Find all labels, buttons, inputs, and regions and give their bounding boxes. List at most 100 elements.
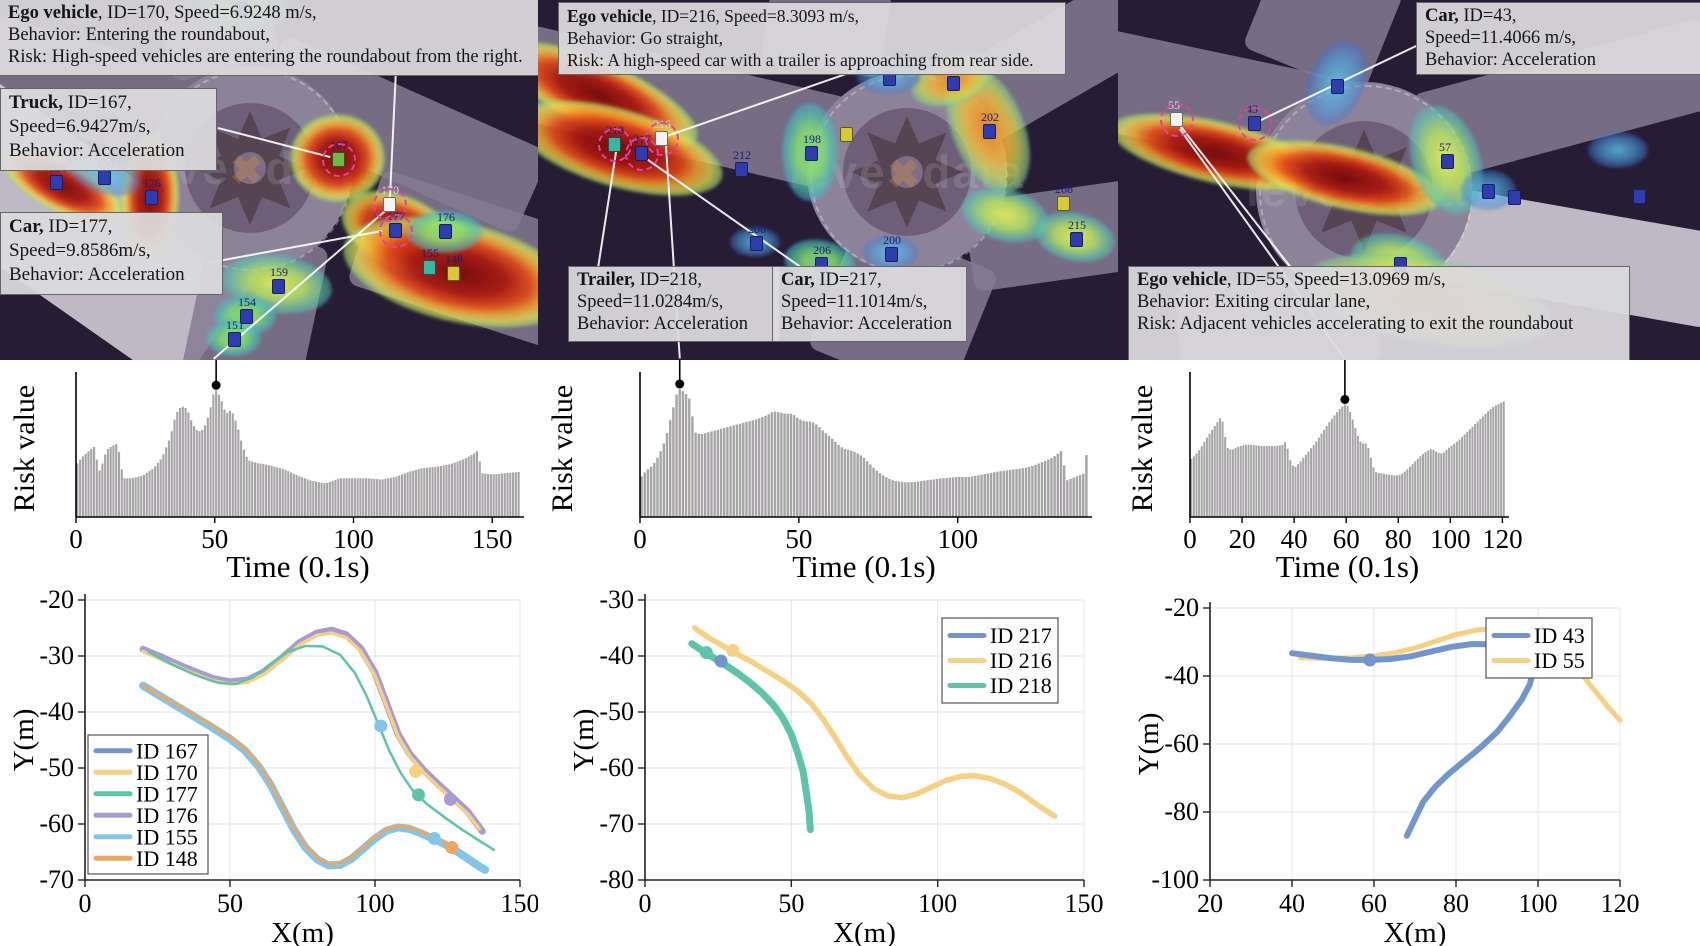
risk-bar [757,418,761,517]
risk-bar [853,451,856,517]
risk-bar [203,425,207,517]
risk-bar [751,420,755,517]
trajectory-id-177 [147,644,496,852]
vehicle-id-label: 208 [1055,182,1073,196]
trajectory-position-marker [412,788,425,802]
risk-chart-left: 0 50 100 150 Time (0.1s) Risk value [0,360,538,585]
vehicle-marker: 150 [96,156,114,185]
heat-blob [1588,132,1648,168]
risk-bar [142,474,146,517]
risk-bar [195,429,198,517]
risk-bar [240,440,243,517]
risk-bar [729,426,732,517]
risk-bar [145,472,148,517]
risk-bar [1050,457,1053,517]
risk-bar [131,477,134,517]
risk-bar [1401,473,1404,517]
risk-bar [417,469,420,517]
vehicle-marker: 164 [48,161,66,190]
risk-bar [115,444,118,517]
annotation-rest: , ID=55, Speed=13.0969 m/s, [1226,270,1446,290]
risk-bar [977,475,980,517]
risk-bar [137,476,140,517]
risk-bar [437,466,440,517]
risk-bar [1192,456,1195,517]
vehicle-id-label: 212 [733,148,751,162]
risk-bar [1325,426,1328,517]
risk-bar [509,472,512,517]
risk-bar [159,459,162,517]
risk-bar [309,480,312,517]
risk-bar [1408,466,1411,517]
risk-bar [700,434,704,517]
risk-bar [767,414,770,517]
vehicle-marker: 215 [1068,218,1086,247]
risk-bar [512,472,515,517]
x-tick-label: 20 [1229,524,1256,554]
risk-bar [1255,445,1258,517]
risk-bar [1479,418,1482,517]
vehicle-id-label: 200 [748,222,766,236]
risk-bar [745,421,748,517]
risk-bar [1388,474,1391,517]
risk-bar [423,467,426,517]
risk-bar [231,413,234,517]
annotation-line: Behavior: Go straight, [567,28,724,48]
risk-bar [799,419,802,517]
risk-bar [1382,473,1385,517]
legend-box [87,734,209,875]
risk-bar [678,388,681,517]
risk-bar [1034,464,1037,517]
trajectory-position-marker [443,792,457,806]
risk-bar [1037,463,1040,517]
risk-bar [850,450,853,517]
annotation-line: Risk: High-speed vehicles are entering t… [8,47,523,67]
risk-bar [764,415,767,517]
annotation-box-ego-170: Ego vehicle, ID=170, Speed=6.9248 m/s, B… [0,0,538,76]
risk-bar [926,480,929,517]
risk-bar [181,406,184,517]
trajectory-position-marker [374,719,388,733]
risk-bar [1484,413,1487,517]
annotation-line: Ego vehicle, ID=216, Speed=8.3093 m/s, [567,5,1057,27]
annotation-rest: ID=167, [63,92,132,113]
risk-bar [891,480,894,517]
annotation-line: Behavior: Acceleration [781,314,953,334]
trajectory-svg-middle: 0 50 100 150 -80 -70 -60 -50 -40 -30 X(m) Y(m) ID 21… [568,585,1104,946]
risk-bar [1432,449,1435,517]
risk-bar [1380,473,1383,517]
risk-bar [881,475,885,517]
risk-bar [1333,415,1336,517]
risk-bar [1299,461,1302,517]
risk-bar [514,472,517,517]
risk-bar [1203,441,1206,517]
risk-bar [170,431,173,517]
legend-box [1485,617,1593,679]
risk-bar [1500,402,1503,517]
x-tick-label: 50 [778,889,804,918]
x-tick-label: 50 [201,524,228,554]
risk-bar [1024,467,1028,517]
risk-bar [649,466,653,517]
risk-bar [398,475,401,517]
trajectory-svg-right: 20 40 60 80 100 120 -100 -80 -60 -40 -20 X(m) Y(m) ID… [1133,593,1640,946]
risk-bar [935,478,939,517]
risk-bar [453,462,456,517]
risk-bar [237,429,240,517]
risk-bar [1437,452,1440,517]
trajectory-position-marker [445,841,459,855]
annotation-line: Speed=11.4066 m/s, [1425,28,1577,48]
risk-bar [1053,456,1056,517]
risk-bar [470,454,473,517]
vehicle-id-label: 198 [803,132,821,146]
risk-bar [821,430,824,517]
x-tick-label: 150 [472,524,513,554]
risk-bar [184,407,187,517]
risk-bar [1390,475,1393,517]
risk-bar [904,482,907,517]
x-axis-title: Time (0.1s) [1276,549,1420,584]
risk-bar [1247,444,1250,517]
risk-bar [148,470,151,517]
vehicle-id-label: 154 [238,295,256,309]
annotation-title: Car, [1425,6,1459,26]
